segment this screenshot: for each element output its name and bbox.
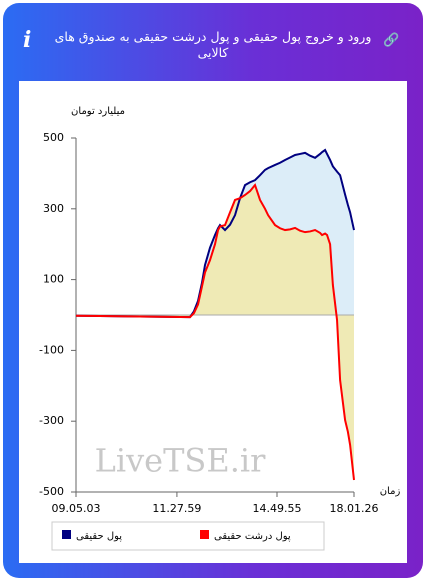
y-tick-label: -500 — [39, 485, 64, 498]
x-axis-label: زمان — [380, 486, 401, 497]
series-line — [75, 183, 355, 481]
legend-swatch — [62, 530, 71, 539]
x-tick-label: 09.05.03 — [52, 502, 101, 515]
info-icon[interactable]: i — [23, 27, 32, 53]
y-tick-label: 100 — [43, 273, 64, 286]
legend-label: پول درشت حقیقی — [214, 531, 291, 542]
chart-title: ورود و خروج پول حقیقی و پول درشت حقیقی ب… — [54, 29, 372, 60]
x-tick-label: 14.49.55 — [253, 502, 302, 515]
y-tick-label: -100 — [39, 343, 64, 356]
x-tick-label: 18.01.26 — [330, 502, 379, 515]
legend-swatch — [200, 530, 209, 539]
link-icon[interactable]: 🔗 — [383, 33, 400, 48]
watermark: LiveTSE.ir — [95, 442, 267, 480]
y-axis-label: میلیارد تومان — [71, 106, 125, 117]
y-tick-label: 500 — [43, 131, 64, 144]
legend-box — [51, 521, 325, 551]
x-tick-label: 11.27.59 — [152, 502, 201, 515]
y-tick-label: -300 — [39, 414, 64, 427]
area-fill — [76, 185, 354, 480]
legend-label: پول حقیقی — [76, 531, 122, 542]
y-tick-label: 300 — [43, 202, 64, 215]
